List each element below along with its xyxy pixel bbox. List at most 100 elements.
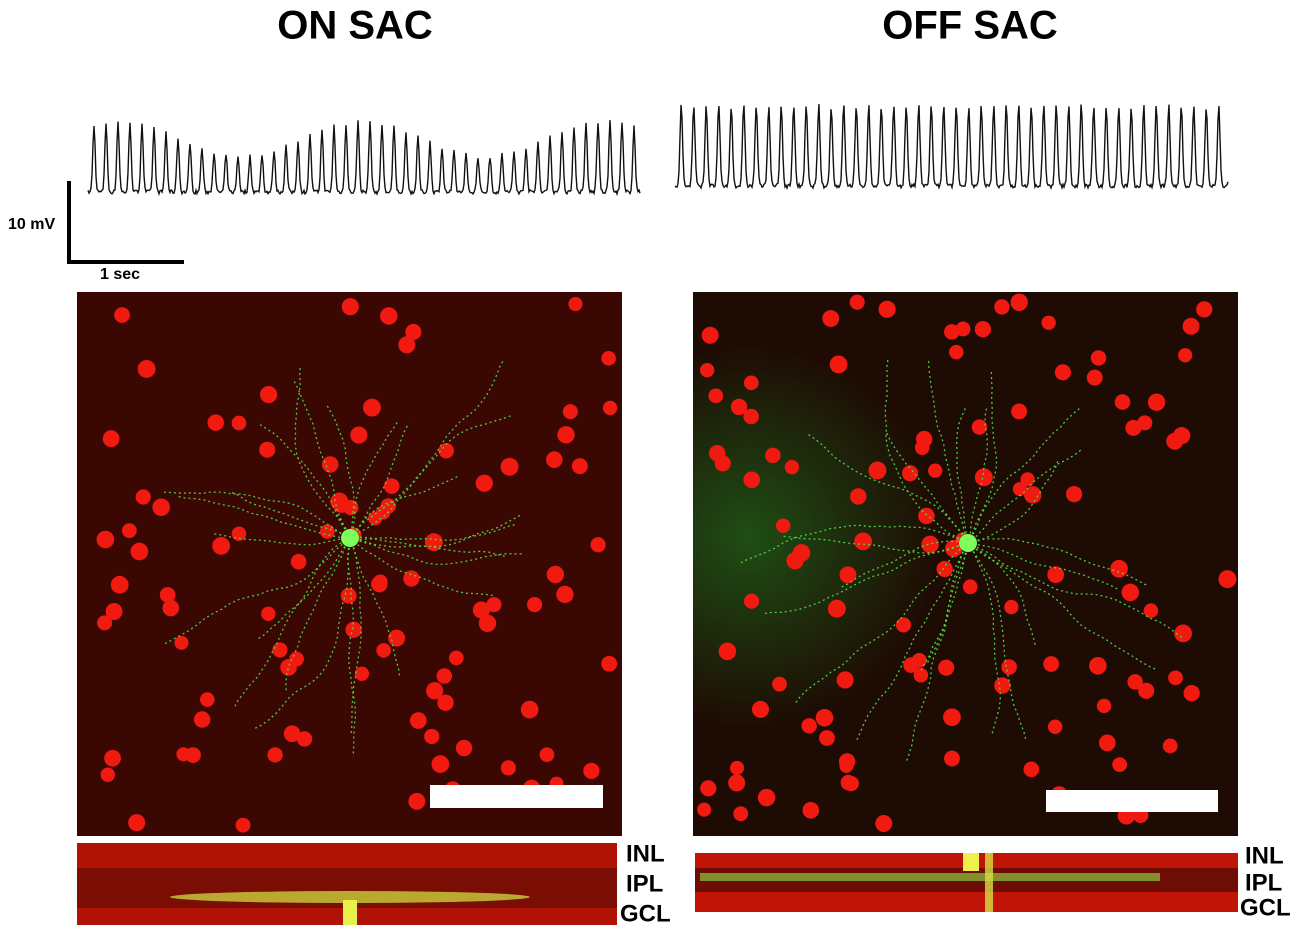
cell-body bbox=[267, 747, 283, 763]
cell-body bbox=[568, 296, 583, 312]
cell-body bbox=[849, 294, 865, 310]
cell-body bbox=[1023, 761, 1040, 778]
cell-body bbox=[829, 355, 848, 374]
cell-body bbox=[383, 478, 400, 494]
layer-label: IPL bbox=[1245, 869, 1282, 896]
dendrite bbox=[349, 537, 508, 558]
dendrite bbox=[292, 378, 351, 539]
cell-body bbox=[701, 326, 719, 344]
cell-body bbox=[500, 457, 519, 476]
dendrite bbox=[229, 490, 351, 539]
cell-body bbox=[590, 537, 606, 553]
dendrite bbox=[855, 542, 969, 743]
dendrite bbox=[967, 368, 998, 544]
cell-body bbox=[193, 711, 211, 728]
dendrite bbox=[793, 542, 969, 706]
off-image-glow bbox=[693, 292, 1238, 836]
cell-body bbox=[130, 542, 149, 561]
dendrite bbox=[967, 542, 1037, 648]
cell-body bbox=[176, 747, 191, 762]
soma-stem bbox=[963, 853, 979, 871]
cell-body bbox=[403, 570, 420, 587]
cell-body bbox=[368, 511, 383, 526]
time-scale-label: 1 sec bbox=[100, 266, 140, 283]
cell-body bbox=[321, 456, 339, 473]
cell-body bbox=[1020, 472, 1035, 487]
cell-body bbox=[1112, 757, 1128, 773]
cell-body bbox=[1196, 301, 1213, 318]
panel-title: ON SAC bbox=[277, 4, 433, 48]
cell-body bbox=[290, 553, 307, 570]
cell-body bbox=[562, 404, 578, 420]
cell-body bbox=[96, 530, 115, 549]
cell-body bbox=[174, 635, 189, 650]
on-image bbox=[77, 292, 622, 836]
cell-body bbox=[1127, 674, 1143, 690]
cell-body bbox=[928, 463, 943, 478]
dendrite bbox=[967, 542, 1002, 737]
dendrite bbox=[967, 537, 1150, 587]
cell-body bbox=[1065, 486, 1083, 503]
cell-body bbox=[1010, 293, 1028, 311]
cell-body bbox=[718, 642, 737, 661]
cell-body bbox=[289, 651, 304, 667]
cell-body bbox=[1168, 670, 1183, 686]
process-stem bbox=[985, 853, 993, 912]
layer-label: GCL bbox=[620, 900, 671, 927]
cell-body bbox=[743, 593, 760, 609]
dendrite bbox=[294, 365, 351, 539]
cell-body bbox=[728, 774, 746, 792]
dendrite bbox=[967, 542, 1027, 742]
cell-body bbox=[475, 474, 493, 492]
cell-body bbox=[408, 792, 426, 810]
cell-body bbox=[261, 606, 276, 621]
cell-body bbox=[838, 753, 856, 770]
dendrite bbox=[211, 532, 351, 546]
cell-body bbox=[114, 307, 130, 323]
cell-body bbox=[1147, 393, 1166, 411]
cell-body bbox=[319, 524, 335, 539]
cell-body bbox=[272, 642, 288, 658]
cell-body bbox=[714, 455, 731, 472]
dendrite bbox=[252, 537, 351, 731]
cell-body bbox=[1089, 657, 1107, 675]
dendrite bbox=[349, 422, 410, 539]
cell-body bbox=[478, 614, 497, 633]
cell-body bbox=[1162, 738, 1178, 754]
cell-body bbox=[602, 400, 618, 416]
cell-body bbox=[199, 692, 215, 707]
cell-body bbox=[137, 359, 156, 378]
cell-body bbox=[936, 560, 953, 578]
dendrite bbox=[349, 537, 401, 679]
cell-body bbox=[350, 426, 368, 444]
voltage-traces bbox=[87, 104, 1229, 197]
cell-body bbox=[1182, 317, 1200, 335]
cell-body bbox=[700, 780, 717, 797]
dendrite bbox=[805, 432, 969, 544]
cell-body bbox=[472, 601, 490, 619]
cell-body bbox=[283, 725, 301, 743]
cell-body bbox=[1178, 348, 1193, 363]
image-scale-bar bbox=[1046, 790, 1218, 812]
cell-body bbox=[539, 747, 555, 763]
cell-body bbox=[700, 363, 715, 378]
cell-body bbox=[819, 730, 835, 746]
cell-body bbox=[1086, 369, 1103, 386]
cell-body bbox=[438, 443, 454, 459]
cell-body bbox=[944, 324, 960, 340]
cell-body bbox=[128, 814, 146, 832]
cell-body bbox=[1138, 682, 1155, 699]
cell-body bbox=[102, 430, 120, 448]
cell-body bbox=[1110, 559, 1128, 578]
dendrite bbox=[967, 458, 1060, 544]
cell-body bbox=[556, 585, 574, 604]
cell-body bbox=[868, 461, 887, 480]
cell-body bbox=[1174, 624, 1193, 643]
dendrite bbox=[967, 542, 1121, 591]
cell-body bbox=[100, 767, 116, 783]
cell-body bbox=[380, 307, 398, 325]
cell-body bbox=[527, 597, 543, 613]
cell-body bbox=[1054, 364, 1071, 381]
dendrite bbox=[233, 537, 351, 710]
cell-body bbox=[296, 731, 313, 747]
